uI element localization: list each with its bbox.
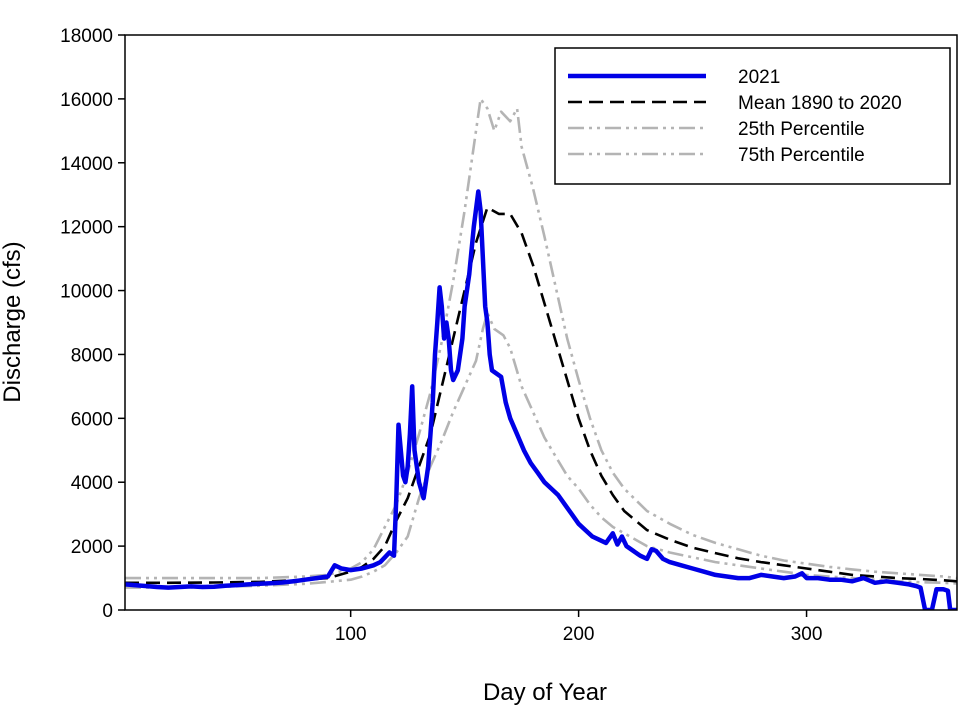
y-tick-label: 4000 xyxy=(71,473,113,494)
legend-label-25th-percentile: 25th Percentile xyxy=(738,119,865,140)
legend-label-mean-1890-to-2020: Mean 1890 to 2020 xyxy=(738,93,902,114)
y-axis-title: Discharge (cfs) xyxy=(0,241,26,402)
y-tick-label: 0 xyxy=(102,601,113,622)
y-tick-label: 8000 xyxy=(71,345,113,366)
legend-label-2021: 2021 xyxy=(738,67,780,88)
y-tick-label: 2000 xyxy=(71,537,113,558)
x-tick-label: 300 xyxy=(791,624,823,645)
legend-label-75th-percentile: 75th Percentile xyxy=(738,145,865,166)
series-line-mean-1890-to-2020 xyxy=(125,206,957,585)
series-line-2021 xyxy=(125,189,957,610)
x-tick-label: 100 xyxy=(335,624,367,645)
axes-layer: 0 2000 4000 6000 8000 10000 12000 14000 16000 180… xyxy=(60,26,822,645)
y-tick-label: 18000 xyxy=(60,26,113,47)
series-layer xyxy=(125,97,957,610)
y-tick-label: 6000 xyxy=(71,409,113,430)
legend-box xyxy=(554,47,951,185)
y-tick-label: 16000 xyxy=(60,90,113,111)
x-tick-label: 200 xyxy=(563,624,595,645)
y-tick-label: 14000 xyxy=(60,154,113,175)
y-tick-label: 12000 xyxy=(60,218,113,239)
plot-frame xyxy=(124,34,958,611)
series-line-25th-percentile xyxy=(125,311,957,589)
legend: 2021 Mean 1890 to 2020 25th Percentile 75th… xyxy=(554,47,951,185)
y-tick-label: 10000 xyxy=(60,282,113,303)
x-axis-title: Day of Year xyxy=(483,679,607,706)
series-line-75th-percentile xyxy=(125,97,957,580)
